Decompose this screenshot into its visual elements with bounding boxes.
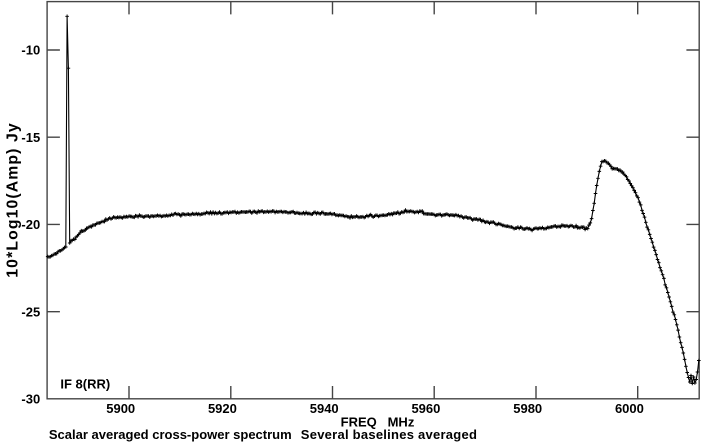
svg-text:5960: 5960: [411, 401, 440, 416]
svg-text:10*Log10(Amp) Jy: 10*Log10(Amp) Jy: [5, 122, 22, 277]
svg-text:-30: -30: [21, 392, 40, 407]
svg-text:IF 8(RR): IF 8(RR): [60, 377, 110, 392]
svg-text:5980: 5980: [513, 401, 542, 416]
svg-text:-20: -20: [21, 217, 40, 232]
svg-text:5940: 5940: [310, 401, 339, 416]
svg-text:-15: -15: [21, 130, 40, 145]
svg-text:Several baselines averaged: Several baselines averaged: [301, 427, 477, 442]
svg-text:Scalar averaged cross-power sp: Scalar averaged cross-power spectrum: [49, 427, 292, 442]
svg-text:FREQ MHz: FREQ MHz: [341, 414, 415, 429]
svg-text:5920: 5920: [208, 401, 237, 416]
svg-text:-10: -10: [21, 43, 40, 58]
svg-text:6000: 6000: [615, 401, 644, 416]
svg-text:-25: -25: [21, 304, 40, 319]
svg-text:5900: 5900: [106, 401, 135, 416]
